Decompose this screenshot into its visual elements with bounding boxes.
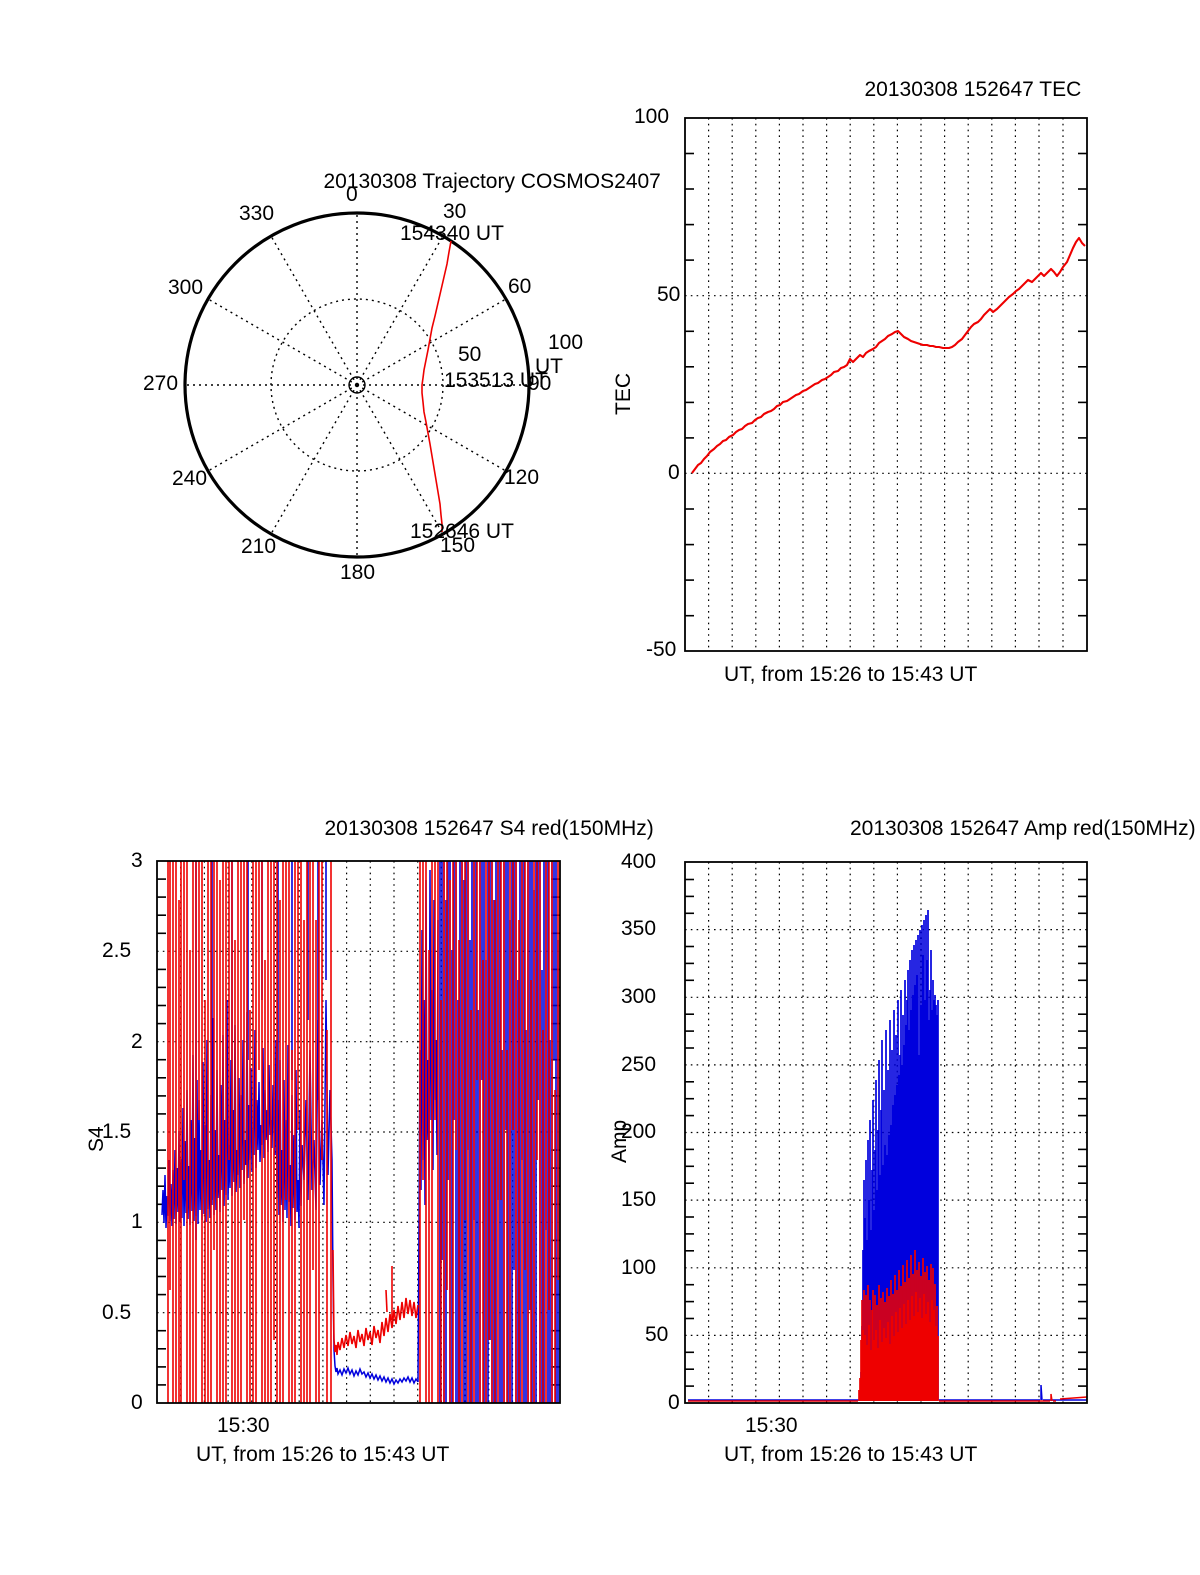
polar-label-az-90: 90 [528,372,552,395]
amp-ytick-400: 400 [621,850,657,873]
polar-outer-circle [183,211,531,559]
amp-ytick-0: 0 [668,1391,680,1414]
tec-panel: 20130308 152647 TEC [0,0,1200,700]
amp-title: 20130308 152647 Amp red(150MHz) [850,817,1196,840]
amp-plot-frame [684,861,1088,1404]
s4-title: 20130308 152647 S4 red(150MHz) [324,817,654,840]
amp-ytick-200: 200 [621,1120,657,1143]
polar-label-az-0: 0 [346,183,358,206]
trajectory-annotation-end: 154340 UT [400,222,504,245]
s4-ytick-0.5: 0.5 [102,1301,132,1324]
polar-label-az-150: 150 [440,534,476,557]
amp-ytick-100: 100 [621,1256,657,1279]
amp-ytick-350: 350 [621,917,657,940]
trajectory-panel: 20130308 Trajectory COSMOS2407 [0,0,661,700]
s4-series-red [167,861,559,1403]
tec-ytick-100: 100 [634,105,670,128]
tec-axis-ticks [685,152,1087,617]
s4-ytick-0: 0 [131,1391,143,1414]
tec-title: 20130308 152647 TEC [864,78,1082,101]
s4-ytick-2.5: 2.5 [102,939,132,962]
tec-xlabel: UT, from 15:26 to 15:43 UT [724,663,978,686]
trajectory-title: 20130308 Trajectory COSMOS2407 [323,170,661,193]
polar-label-az-30: 30 [443,200,467,223]
s4-ytick-3: 3 [131,849,143,872]
s4-ytick-2: 2 [131,1030,143,1053]
amp-ytick-50: 50 [645,1323,669,1346]
trajectory-annotation-mid-ut-suffix: UT [535,355,563,378]
polar-label-az-240: 240 [172,467,208,490]
s4-ytick-1: 1 [131,1210,143,1233]
tec-series-line [691,236,1086,474]
amp-ytick-250: 250 [621,1053,657,1076]
polar-label-az-210: 210 [241,535,277,558]
s4-panel: 20130308 152647 S4 red(150MHz) [85,817,654,1466]
tec-plot-frame [684,117,1088,652]
polar-label-az-330: 330 [239,202,275,225]
s4-xlabel: UT, from 15:26 to 15:43 UT [196,1443,450,1466]
amp-xtick-1530: 15:30 [745,1414,798,1437]
polar-label-az-120: 120 [504,466,540,489]
s4-series-group [161,861,559,1403]
amp-series-group [688,910,1087,1402]
polar-azimuth-spokes [185,213,529,557]
s4-plot-frame [156,860,561,1404]
polar-label-az-270: 270 [143,372,179,395]
amp-ytick-150: 150 [621,1188,657,1211]
amp-series-red [688,1250,1087,1402]
trajectory-path [421,240,452,532]
amp-xlabel: UT, from 15:26 to 15:43 UT [724,1443,978,1466]
amp-ylabel: Amp [608,1119,631,1163]
tec-ytick-0: 0 [668,461,680,484]
trajectory-annotation-start: 152646 UT [410,520,514,543]
tec-plot [684,117,1088,652]
amp-axis-ticks [685,878,1087,1387]
s4-plot [156,860,561,1404]
polar-label-r-50: 50 [458,343,482,366]
amp-ytick-300: 300 [621,985,657,1008]
trajectory-annotation-mid: 153513 UT [444,369,548,392]
s4-ytick-1.5: 1.5 [102,1120,132,1143]
polar-label-az-180: 180 [340,561,376,584]
tec-ytick--50: -50 [646,638,677,661]
s4-xtick-1530: 15:30 [217,1414,270,1437]
tec-ytick-50: 50 [657,283,681,306]
polar-label-r-100: 100 [548,331,584,354]
polar-label-az-300: 300 [168,276,204,299]
polar-label-az-60: 60 [508,275,532,298]
trajectory-plot [183,211,531,559]
